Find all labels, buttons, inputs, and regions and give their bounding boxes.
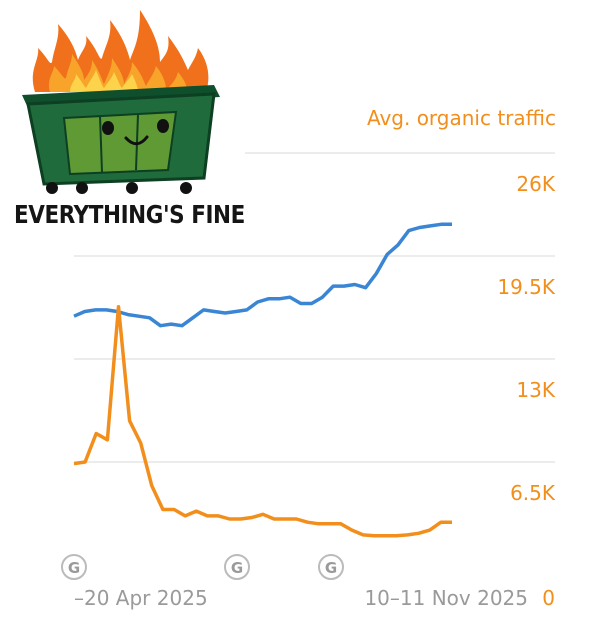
- eye-icon: [102, 121, 114, 135]
- google-update-marker-icon: G: [224, 554, 250, 580]
- x-axis: G G G –20 Apr 2025 10–11 Nov 2025: [61, 554, 528, 610]
- google-update-marker-icon: G: [61, 554, 87, 580]
- google-update-marker-icon: G: [318, 554, 344, 580]
- y-axis-title: Avg. organic traffic: [366, 106, 556, 130]
- eye-icon: [157, 119, 169, 133]
- series-line: [73, 304, 452, 538]
- y-tick-label: 19.5K: [497, 275, 556, 299]
- svg-text:G: G: [325, 559, 337, 577]
- grid-lines: [74, 152, 555, 463]
- svg-text:G: G: [231, 559, 243, 577]
- y-tick-label: 6.5K: [510, 481, 556, 505]
- smile-icon: [124, 135, 149, 146]
- y-tick-label: 13K: [516, 378, 555, 402]
- meme-caption: EVERYTHING'S FINE: [14, 200, 245, 229]
- svg-text:G: G: [68, 559, 80, 577]
- series-lines: [73, 222, 452, 538]
- dumpster-fire-icon: [22, 10, 220, 194]
- y-axis-ticks: 26K 19.5K 13K 6.5K 0: [497, 172, 556, 610]
- y-tick-label: 0: [542, 586, 555, 610]
- series-line: [73, 222, 452, 328]
- dumpster-fire-meme: EVERYTHING'S FINE: [0, 0, 245, 245]
- x-tick-label: 10–11 Nov 2025: [364, 586, 528, 610]
- y-tick-label: 26K: [516, 172, 555, 196]
- x-tick-label: –20 Apr 2025: [74, 586, 208, 610]
